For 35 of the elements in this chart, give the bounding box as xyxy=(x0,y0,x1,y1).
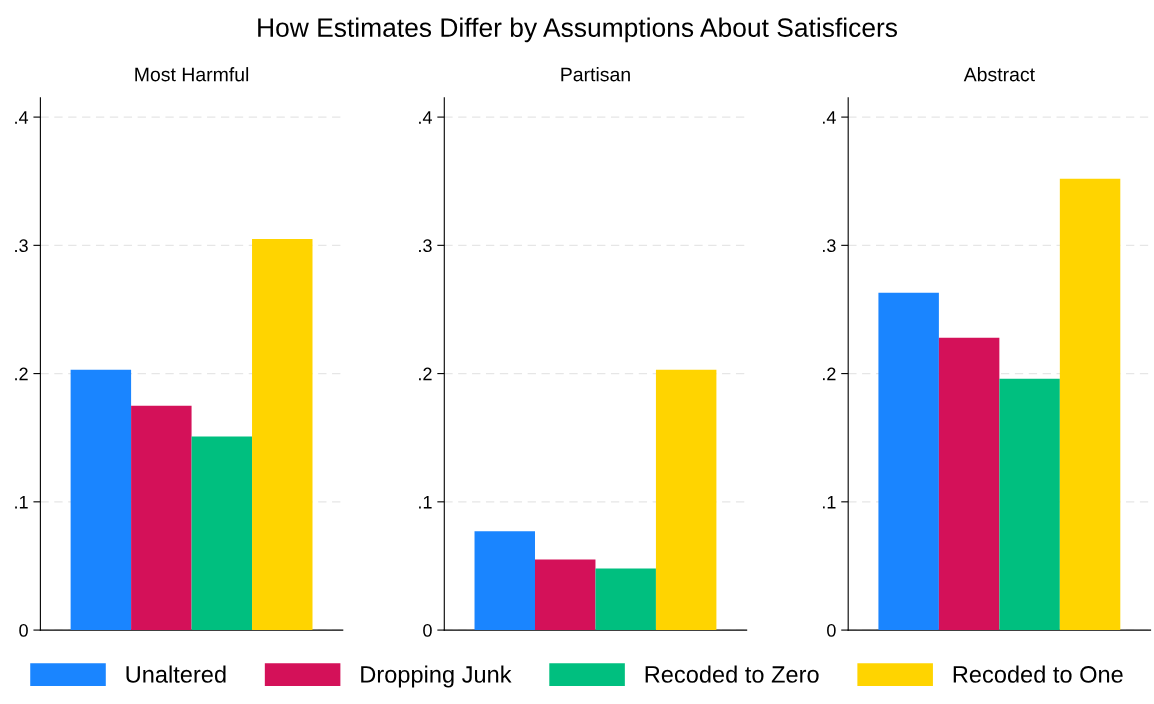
y-tick-label: .4 xyxy=(419,111,432,124)
bar xyxy=(595,568,656,631)
y-tick-label: .1 xyxy=(822,495,836,509)
legend-label: Dropping Junk xyxy=(361,665,512,688)
bar xyxy=(938,337,1000,631)
bar xyxy=(252,238,313,631)
bar xyxy=(655,369,717,631)
chart-subtitle: Most Harmful xyxy=(135,67,249,82)
y-tick-label: .2 xyxy=(419,367,432,381)
y-tick-label: .2 xyxy=(822,367,836,381)
text: How Estimates Differ by Assumptions About Satisficers xyxy=(258,17,898,43)
bar xyxy=(1059,178,1121,631)
y-tick-label: 0 xyxy=(827,624,836,637)
bar xyxy=(70,369,132,631)
chart-subtitle: Abstract xyxy=(963,67,1035,82)
legend-label: Recoded to One xyxy=(953,665,1123,683)
bar xyxy=(878,292,939,631)
y-tick-label: .1 xyxy=(15,495,28,509)
y-tick-label: 0 xyxy=(423,624,432,637)
y-tick-label: .3 xyxy=(822,239,836,253)
y-tick-label: .3 xyxy=(419,239,432,253)
bar xyxy=(999,378,1060,631)
bar xyxy=(131,405,192,631)
y-tick-label: 0 xyxy=(19,624,28,637)
y-tick-label: .4 xyxy=(15,111,29,124)
legend-label: Unaltered xyxy=(126,665,226,683)
y-tick-label: .2 xyxy=(15,367,28,381)
legend-label: Recoded to Zero xyxy=(645,665,819,683)
bar xyxy=(474,531,535,631)
bar xyxy=(191,436,253,631)
y-tick-label: .4 xyxy=(822,111,836,124)
bar xyxy=(534,559,596,631)
y-tick-label: .3 xyxy=(15,239,28,253)
y-tick-label: .1 xyxy=(419,495,432,509)
chart-subtitle: Partisan xyxy=(561,67,630,82)
